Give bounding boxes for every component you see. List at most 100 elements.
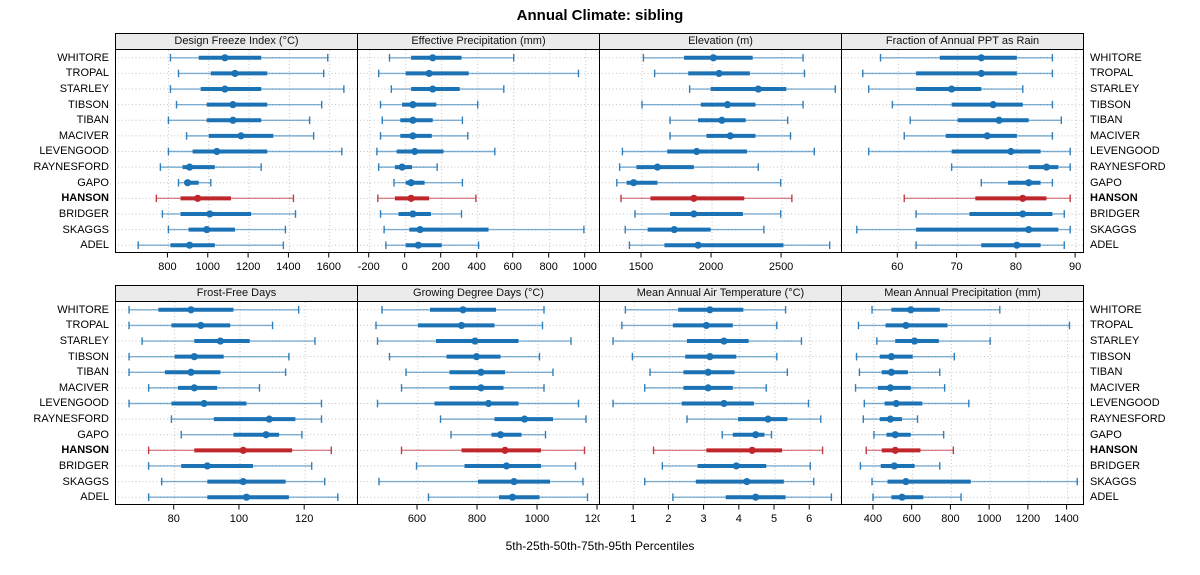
station-labels-left: WHITORE TROPAL STARLEY TIBSON TIBAN MACIVER LE… bbox=[0, 285, 115, 505]
median-dot bbox=[411, 147, 419, 156]
panel: Design Freeze Index (°C) bbox=[115, 33, 358, 253]
median-dot bbox=[890, 462, 898, 470]
median-dot bbox=[977, 69, 985, 78]
median-dot bbox=[891, 431, 899, 439]
tick-label: 800 bbox=[540, 261, 558, 273]
station-label-right: LEVENGOOD bbox=[1090, 397, 1160, 410]
median-dot bbox=[187, 368, 195, 376]
median-dot bbox=[989, 101, 997, 109]
station-label-left: STARLEY bbox=[59, 335, 109, 348]
tick-label: 2500 bbox=[769, 261, 793, 273]
station-label-left: WHITORE bbox=[57, 51, 109, 64]
median-dot bbox=[510, 477, 518, 486]
panel: Mean Annual Precipitation (mm) bbox=[841, 285, 1084, 505]
panel-title: Fraction of Annual PPT as Rain bbox=[841, 33, 1084, 50]
median-dot bbox=[720, 399, 728, 408]
median-dot bbox=[892, 399, 900, 408]
panel-row-1: WHITORE TROPAL STARLEY TIBSON TIBAN MACIVER LE… bbox=[0, 33, 1200, 253]
tick-label: 4 bbox=[736, 513, 742, 525]
station-label-right: LEVENGOOD bbox=[1090, 145, 1160, 158]
median-dot bbox=[409, 101, 417, 109]
median-dot bbox=[183, 179, 192, 187]
median-dot bbox=[216, 337, 224, 345]
page-title: Annual Climate: sibling bbox=[516, 7, 684, 24]
panel-plot bbox=[841, 302, 1084, 505]
tick-label: 0 bbox=[402, 261, 408, 273]
median-dot bbox=[983, 132, 991, 140]
panel: Fraction of Annual PPT as Rain bbox=[841, 33, 1084, 253]
station-label-left: HANSON bbox=[61, 192, 109, 205]
median-dot bbox=[477, 384, 485, 392]
station-label-right: TIBAN bbox=[1090, 366, 1123, 379]
median-dot bbox=[200, 399, 208, 408]
x-axis: 400 600 800 1000 1200 1400 bbox=[864, 505, 1079, 525]
station-label-left: WHITORE bbox=[57, 303, 109, 316]
x-axis: 600 800 1000 1200 bbox=[408, 505, 600, 525]
median-dot bbox=[409, 132, 417, 140]
panel: Frost-Free Days bbox=[115, 285, 358, 505]
tick-label: 3 bbox=[701, 513, 707, 525]
x-axis: 1500 2000 2500 bbox=[629, 253, 793, 273]
median-dot bbox=[520, 415, 529, 423]
percentile-caption: 5th-25th-50th-75th-95th Percentiles bbox=[505, 539, 695, 553]
station-label-left: TROPAL bbox=[65, 319, 109, 332]
tick-label: 1000 bbox=[977, 513, 1001, 525]
station-label-left: RAYNESFORD bbox=[33, 413, 109, 426]
tick-label: 1 bbox=[630, 513, 636, 525]
median-dot bbox=[764, 415, 772, 423]
station-label-left: GAPO bbox=[77, 428, 109, 441]
axis-spacer bbox=[0, 505, 115, 531]
tick-label: 600 bbox=[408, 513, 426, 525]
station-label-right: MACIVER bbox=[1090, 129, 1141, 142]
station-label-left: MACIVER bbox=[58, 381, 109, 394]
axis-row-2: 80 100 120 600 800 1000 1200 1 2 3 4 5 6 400 600 800 100… bbox=[0, 505, 1200, 531]
tick-label: 1200 bbox=[1016, 513, 1040, 525]
station-label-right: TIBSON bbox=[1090, 350, 1131, 363]
median-dot bbox=[1007, 147, 1015, 156]
median-dot bbox=[407, 179, 415, 187]
median-dot bbox=[948, 85, 956, 93]
median-dot bbox=[690, 194, 698, 202]
median-dot bbox=[239, 446, 247, 454]
tick-label: 80 bbox=[168, 513, 180, 525]
station-label-right: STARLEY bbox=[1090, 335, 1140, 348]
median-dot bbox=[407, 194, 415, 202]
median-dot bbox=[414, 241, 422, 249]
median-dot bbox=[484, 399, 493, 408]
tick-label: 800 bbox=[941, 513, 959, 525]
station-label-right: BRIDGER bbox=[1090, 207, 1141, 220]
median-dot bbox=[911, 337, 919, 345]
station-label-left: GAPO bbox=[77, 176, 109, 189]
median-dot bbox=[213, 147, 221, 156]
station-label-right: TIBAN bbox=[1090, 114, 1123, 127]
station-label-left: TROPAL bbox=[65, 67, 109, 80]
panel-title: Mean Annual Precipitation (mm) bbox=[841, 285, 1084, 302]
median-dot bbox=[409, 116, 417, 124]
station-label-right: BRIDGER bbox=[1090, 459, 1141, 472]
median-dot bbox=[718, 116, 726, 124]
median-dot bbox=[630, 179, 638, 187]
station-labels-right: WHITORE TROPAL STARLEY TIBSON TIBAN MACIVER LE… bbox=[1084, 33, 1197, 253]
tick-label: 800 bbox=[158, 261, 176, 273]
tick-label: 2 bbox=[665, 513, 671, 525]
median-dot bbox=[221, 85, 229, 93]
tick-label: 1400 bbox=[276, 261, 300, 273]
median-dot bbox=[704, 368, 712, 376]
median-dot bbox=[720, 337, 728, 345]
median-dot bbox=[457, 321, 466, 330]
station-label-right: TROPAL bbox=[1090, 67, 1134, 80]
median-dot bbox=[995, 116, 1003, 124]
median-dot bbox=[715, 69, 723, 78]
median-dot bbox=[1042, 163, 1051, 171]
station-label-left: STARLEY bbox=[59, 83, 109, 96]
median-dot bbox=[1019, 210, 1027, 218]
panel-plot bbox=[599, 302, 842, 505]
median-dot bbox=[977, 54, 985, 62]
median-dot bbox=[1013, 241, 1021, 249]
tick-label: 5 bbox=[771, 513, 777, 525]
station-label-left: HANSON bbox=[61, 444, 109, 457]
median-dot bbox=[409, 210, 417, 218]
median-dot bbox=[887, 368, 895, 376]
median-dot bbox=[229, 101, 237, 109]
median-dot bbox=[229, 116, 237, 124]
